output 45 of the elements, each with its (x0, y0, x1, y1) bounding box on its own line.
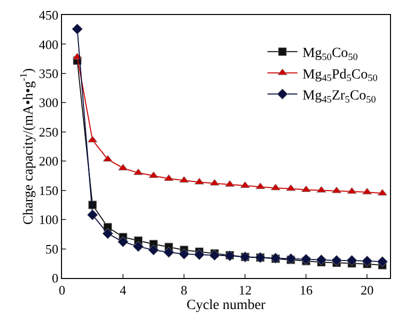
x-tick-label: 4 (120, 282, 127, 298)
y-tick-label: 100 (38, 212, 58, 228)
x-tick-label: 20 (360, 282, 374, 298)
legend-label: Mg$_{45}$Zr$_{5}$Co$_{50}$ (302, 88, 376, 106)
point (88, 136, 98, 142)
x-tick-label: 12 (238, 282, 252, 298)
y-tick-label: 50 (45, 241, 58, 256)
point (118, 164, 128, 170)
point (332, 186, 342, 194)
point (316, 254, 327, 266)
point (300, 254, 312, 265)
y-tick-label: 250 (38, 124, 58, 140)
point (163, 246, 174, 258)
point (87, 209, 98, 220)
point (346, 255, 358, 266)
point (148, 244, 159, 256)
y-tick-label: 200 (38, 154, 58, 169)
y-tick-label: 0 (52, 270, 58, 286)
y-tick-label: 350 (38, 66, 58, 81)
x-axis-title: Cycle number (186, 298, 266, 313)
point (240, 181, 250, 188)
point (209, 250, 220, 261)
point (118, 236, 128, 248)
point (210, 179, 220, 186)
point (132, 240, 144, 252)
y-tick-label: 400 (38, 36, 58, 52)
legend-label: Mg$_{50}$Co$_{50}$ (302, 46, 358, 64)
y-tick-label: 450 (38, 8, 58, 23)
point (102, 228, 114, 240)
x-tick-label: 8 (180, 282, 188, 298)
point (148, 171, 158, 178)
point (179, 176, 189, 183)
y-tick-label: 150 (38, 182, 58, 198)
y-tick-label: 300 (38, 95, 58, 110)
point (270, 184, 280, 190)
point (178, 248, 190, 260)
point (285, 253, 296, 264)
x-tick-label: 16 (300, 282, 314, 298)
point (194, 249, 205, 260)
point (362, 188, 372, 194)
point (378, 189, 388, 196)
point (331, 255, 342, 266)
point (376, 256, 388, 268)
legend-label: Mg$_{45}$Pd$_{5}$Co$_{50}$ (302, 67, 378, 84)
point (362, 256, 373, 266)
